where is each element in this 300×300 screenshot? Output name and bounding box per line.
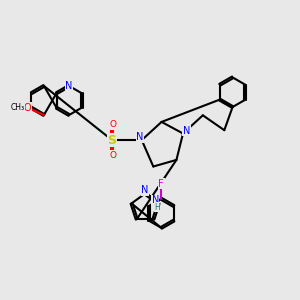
- Text: O: O: [110, 151, 116, 160]
- Text: H: H: [154, 203, 160, 212]
- Text: O: O: [110, 120, 116, 129]
- Text: N: N: [141, 185, 149, 195]
- Text: N: N: [65, 81, 73, 91]
- Text: N: N: [152, 195, 159, 205]
- Text: F: F: [158, 178, 164, 189]
- Text: O: O: [24, 103, 31, 113]
- Text: S: S: [107, 134, 116, 147]
- Text: N: N: [183, 126, 190, 136]
- Text: N: N: [136, 133, 144, 142]
- Text: CH₃: CH₃: [11, 103, 25, 112]
